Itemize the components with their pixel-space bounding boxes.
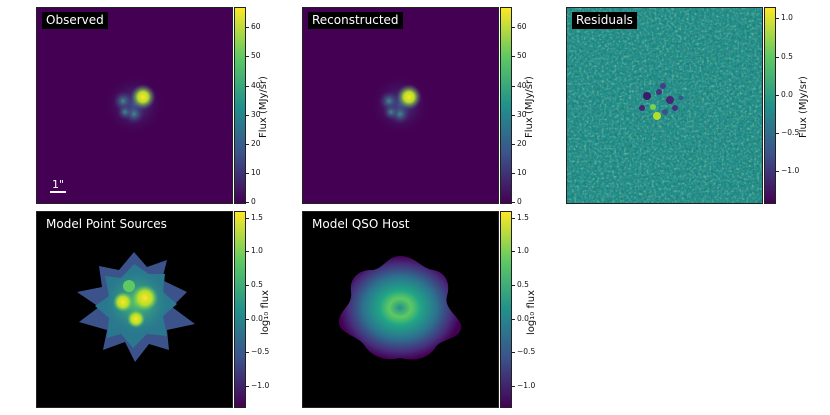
reconstructed-title: Reconstructed xyxy=(308,12,403,29)
residuals-panel: Residuals xyxy=(566,7,763,204)
colorbar-tick-mark xyxy=(512,202,515,203)
colorbar-tick-label: −1.0 xyxy=(251,380,270,390)
reconstructed-panel: Reconstructed xyxy=(302,7,499,204)
colorbar-tick-mark xyxy=(246,385,249,387)
colorbar-tick-mark xyxy=(246,352,249,354)
colorbar-tick-mark xyxy=(512,352,515,354)
colorbar-tick-label: 0.0 xyxy=(517,313,529,323)
qso-host-image xyxy=(339,256,462,360)
colorbar-tick-mark xyxy=(512,27,515,29)
colorbar-tick-mark xyxy=(512,85,515,87)
qso-host-title: Model QSO Host xyxy=(308,216,414,233)
residuals-colorbar-label: Flux (MJy/sr) xyxy=(798,76,809,138)
point-sources-title: Model Point Sources xyxy=(42,216,171,233)
colorbar-tick-mark xyxy=(246,85,249,87)
residuals-title: Residuals xyxy=(572,12,637,29)
colorbar-tick-label: 40 xyxy=(251,80,261,90)
colorbar-tick-label: 60 xyxy=(517,22,527,32)
residuals-colorbar xyxy=(764,7,776,204)
colorbar-tick-mark xyxy=(776,171,779,173)
colorbar-tick-mark xyxy=(776,56,779,58)
colorbar-tick-label: −0.5 xyxy=(517,347,536,357)
qso-host-colorbar-label: log₁₀ flux xyxy=(526,290,537,335)
colorbar-tick-mark xyxy=(246,114,249,116)
colorbar-tick-label: 10 xyxy=(517,167,527,177)
colorbar-tick-mark xyxy=(246,217,249,219)
colorbar-tick-label: 1.0 xyxy=(781,13,793,23)
point-sources-image xyxy=(77,252,195,362)
residuals-center-structure xyxy=(639,83,684,120)
colorbar-tick-label: −0.5 xyxy=(781,128,800,138)
colorbar-tick-mark xyxy=(776,94,779,96)
colorbar-tick-mark xyxy=(246,251,249,253)
scale-bar-line xyxy=(50,191,66,193)
residuals-image xyxy=(567,8,762,203)
colorbar-tick-mark xyxy=(776,18,779,20)
colorbar-tick-label: 40 xyxy=(517,80,527,90)
colorbar-tick-label: 20 xyxy=(251,138,261,148)
colorbar-tick-label: 1.0 xyxy=(251,246,263,256)
colorbar-tick-label: 0.5 xyxy=(251,279,263,289)
colorbar-tick-label: −1.0 xyxy=(781,166,800,176)
colorbar-tick-label: 10 xyxy=(251,167,261,177)
point-sources-panel: Model Point Sources xyxy=(36,211,233,408)
colorbar-tick-mark xyxy=(246,172,249,174)
colorbar-tick-label: 0.5 xyxy=(517,279,529,289)
colorbar-tick-label: 50 xyxy=(251,51,261,61)
colorbar-tick-label: 0.5 xyxy=(781,51,793,61)
colorbar-tick-mark xyxy=(512,385,515,387)
colorbar-tick-mark xyxy=(776,133,779,135)
colorbar-tick-mark xyxy=(246,202,249,203)
colorbar-tick-mark xyxy=(512,318,515,320)
colorbar-tick-label: 1.0 xyxy=(517,246,529,256)
colorbar-tick-mark xyxy=(246,143,249,145)
colorbar-tick-label: 60 xyxy=(251,22,261,32)
colorbar-tick-label: 50 xyxy=(517,51,527,61)
colorbar-tick-label: 0.0 xyxy=(781,89,793,99)
colorbar-tick-label: 1.5 xyxy=(251,212,263,222)
observed-panel: Observed 1" xyxy=(36,7,233,204)
colorbar-tick-mark xyxy=(512,143,515,145)
colorbar-tick-mark xyxy=(512,114,515,116)
colorbar-tick-label: 1.5 xyxy=(517,212,529,222)
observed-title: Observed xyxy=(42,12,108,29)
colorbar-tick-label: 0 xyxy=(517,197,522,206)
colorbar-tick-mark xyxy=(512,56,515,58)
colorbar-tick-mark xyxy=(512,284,515,286)
qso-host-panel: Model QSO Host xyxy=(302,211,499,408)
colorbar-tick-mark xyxy=(246,318,249,320)
scale-bar: 1" xyxy=(49,178,67,193)
colorbar-tick-mark xyxy=(246,284,249,286)
qso-host-colorbar xyxy=(500,211,512,408)
observed-image xyxy=(104,75,164,135)
colorbar-tick-mark xyxy=(512,172,515,174)
colorbar-tick-mark xyxy=(512,251,515,253)
colorbar-tick-mark xyxy=(512,217,515,219)
colorbar-tick-mark xyxy=(246,56,249,58)
colorbar-tick-label: 30 xyxy=(251,109,261,119)
observed-colorbar xyxy=(234,7,246,204)
colorbar-tick-label: 30 xyxy=(517,109,527,119)
colorbar-tick-label: −0.5 xyxy=(251,347,270,357)
colorbar-tick-label: 20 xyxy=(517,138,527,148)
colorbar-tick-label: −1.0 xyxy=(517,380,536,390)
reconstructed-image xyxy=(370,75,430,135)
scale-bar-label: 1" xyxy=(51,178,65,191)
point-sources-colorbar xyxy=(234,211,246,408)
reconstructed-colorbar xyxy=(500,7,512,204)
point-sources-colorbar-label: log₁₀ flux xyxy=(260,290,271,335)
colorbar-tick-mark xyxy=(246,27,249,29)
colorbar-tick-label: 0 xyxy=(251,197,256,206)
colorbar-tick-label: 0.0 xyxy=(251,313,263,323)
